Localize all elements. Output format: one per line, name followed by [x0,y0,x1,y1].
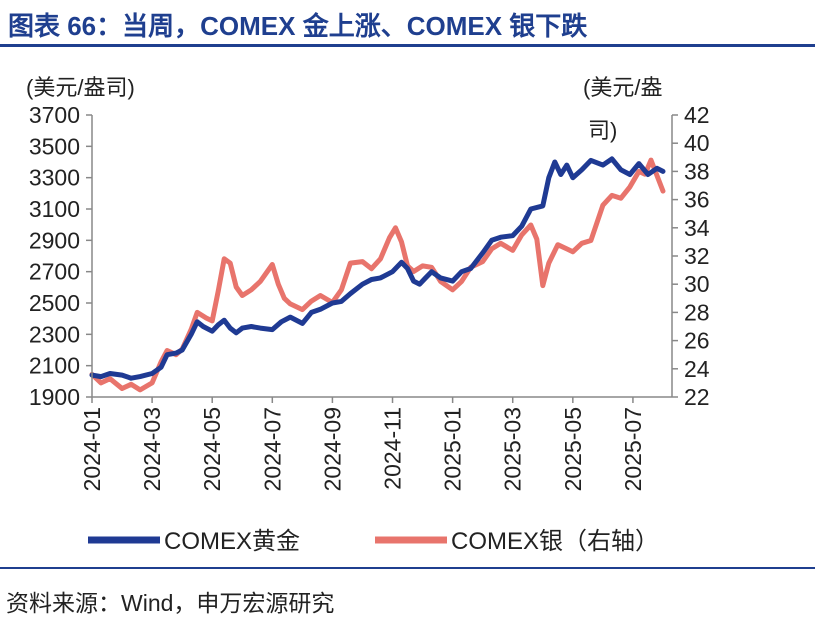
right-tick-label: 36 [684,187,710,213]
right-tick-label: 28 [684,299,710,325]
figure-title: 图表 66：当周，COMEX 金上涨、COMEX 银下跌 [8,11,588,41]
x-tick-label: 2024-09 [319,407,345,491]
left-tick-label: 2900 [29,227,80,253]
x-tick-label: 2025-01 [440,407,466,491]
left-axis-unit: (美元/盎司) [26,75,135,100]
bottom-rule [0,567,815,569]
left-tick-label: 2500 [29,290,80,316]
x-tick-label: 2024-07 [259,407,285,491]
right-tick-label: 26 [684,328,710,354]
right-tick-label: 22 [684,384,710,410]
right-axis-unit-line2: 司) [588,118,617,143]
series-line-silver [89,157,666,393]
left-tick-label: 3500 [29,133,80,159]
x-tick-label: 2024-03 [139,407,165,491]
left-tick-label: 2700 [29,259,80,285]
x-tick-label: 2025-07 [620,407,646,491]
x-tick-label: 2024-05 [199,407,225,491]
right-tick-label: 38 [684,158,710,184]
x-tick-label: 2025-03 [500,407,526,491]
left-tick-label: 3300 [29,165,80,191]
right-axis-unit-line1: (美元/盎 [583,75,662,100]
left-tick-label: 1900 [29,384,80,410]
left-tick-label: 3700 [29,102,80,128]
right-tick-label: 24 [684,356,710,382]
legend-label: COMEX银（右轴） [451,528,659,555]
title-rule [0,44,815,47]
x-tick-label: 2025-05 [560,407,586,491]
source-note: 资料来源：Wind，申万宏源研究 [6,590,335,616]
left-tick-label: 2100 [29,353,80,379]
x-tick-label: 2024-01 [79,407,105,491]
left-tick-label: 2300 [29,321,80,347]
x-tick-label: 2024-11 [380,407,406,490]
right-tick-label: 30 [684,271,710,297]
right-tick-label: 40 [684,130,710,156]
right-tick-label: 34 [684,215,710,241]
legend-label: COMEX黄金 [164,528,300,555]
right-tick-label: 42 [684,102,710,128]
line-chart: 3700 3500 3300 3100 2900 2700 2500 2300 2100 1900… [26,75,710,555]
right-tick-label: 32 [684,243,710,269]
series-line-gold [89,156,666,381]
left-tick-label: 3100 [29,196,80,222]
